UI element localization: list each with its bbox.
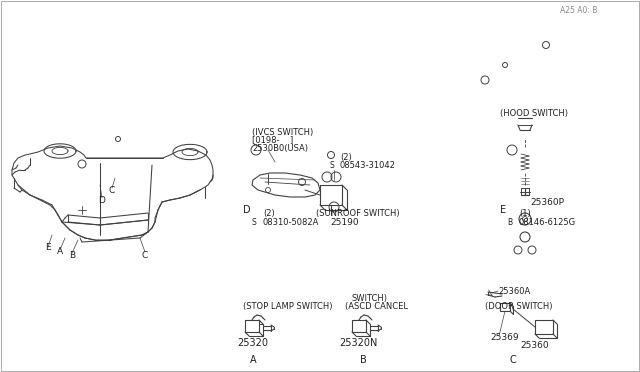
Text: B: B <box>69 250 75 260</box>
Text: (SUNROOF SWITCH): (SUNROOF SWITCH) <box>316 208 399 218</box>
Text: [0198-    ]: [0198- ] <box>252 135 293 144</box>
Text: B: B <box>360 355 366 365</box>
Text: 25369: 25369 <box>490 333 518 341</box>
Text: (DOOR SWITCH): (DOOR SWITCH) <box>485 302 552 311</box>
Text: C: C <box>142 250 148 260</box>
Text: E: E <box>45 244 51 253</box>
Text: (ASCD CANCEL: (ASCD CANCEL <box>345 302 408 311</box>
Text: 25320: 25320 <box>237 338 269 348</box>
Text: D: D <box>243 205 251 215</box>
Text: (2): (2) <box>263 208 275 218</box>
Polygon shape <box>12 146 213 240</box>
Text: (2): (2) <box>340 153 352 161</box>
Text: SWITCH): SWITCH) <box>352 295 388 304</box>
Text: (IVCS SWITCH): (IVCS SWITCH) <box>252 128 313 137</box>
Text: 25320N: 25320N <box>339 338 377 348</box>
Text: (HOOD SWITCH): (HOOD SWITCH) <box>500 109 568 118</box>
Text: A: A <box>57 247 63 257</box>
Text: 08543-31042: 08543-31042 <box>340 160 396 170</box>
Text: 25190: 25190 <box>330 218 358 227</box>
Text: 2530B0(USA): 2530B0(USA) <box>252 144 308 153</box>
Text: S: S <box>252 218 257 227</box>
Text: 08146-6125G: 08146-6125G <box>519 218 576 227</box>
Text: 25360: 25360 <box>520 341 548 350</box>
Text: D: D <box>99 196 106 205</box>
Text: C: C <box>510 355 516 365</box>
Text: 25360P: 25360P <box>530 198 564 206</box>
Text: 08310-5082A: 08310-5082A <box>263 218 319 227</box>
Text: 25360A: 25360A <box>498 286 531 295</box>
Text: S: S <box>330 160 334 170</box>
Text: E: E <box>500 205 506 215</box>
Text: C: C <box>109 186 115 195</box>
Polygon shape <box>252 173 320 197</box>
Text: (1): (1) <box>519 208 531 218</box>
Text: A: A <box>250 355 256 365</box>
Text: A25 A0: B: A25 A0: B <box>560 6 597 15</box>
Text: (STOP LAMP SWITCH): (STOP LAMP SWITCH) <box>243 302 333 311</box>
Text: B: B <box>508 218 513 227</box>
